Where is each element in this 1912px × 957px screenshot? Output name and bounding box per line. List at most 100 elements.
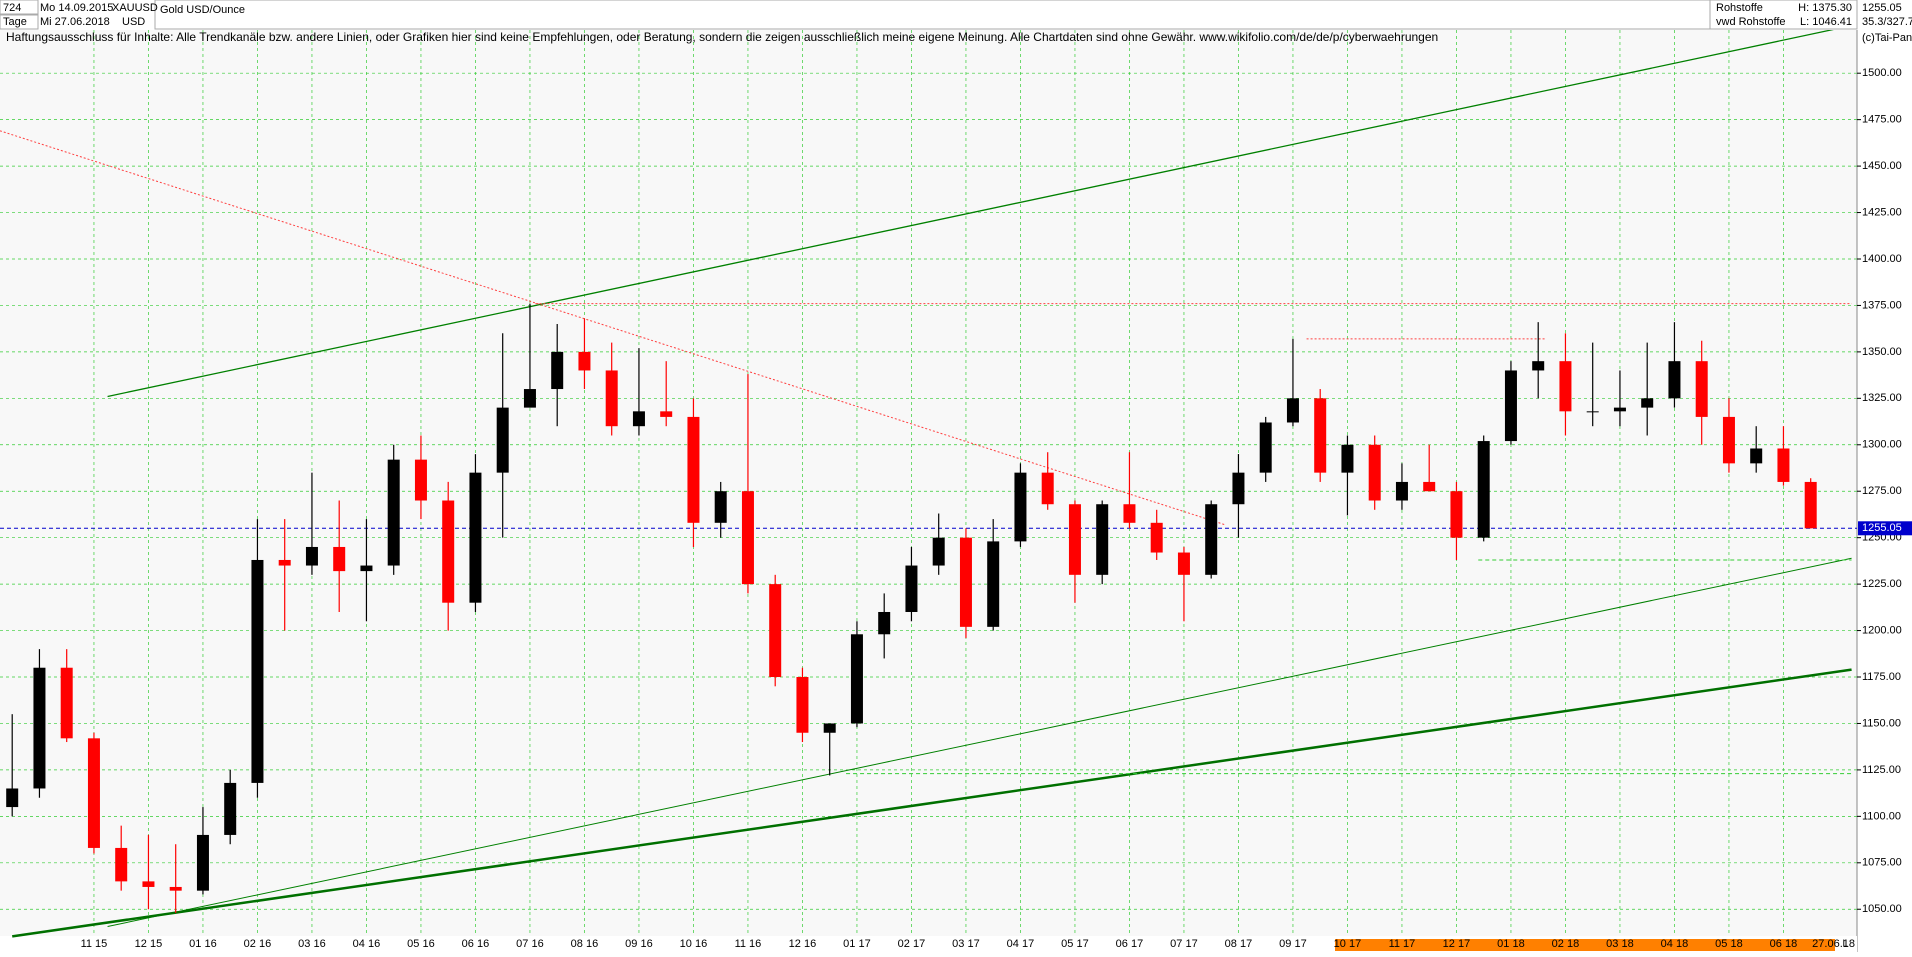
candle-body (632, 411, 645, 427)
candle-body (333, 546, 346, 572)
unit-box[interactable] (0, 14, 39, 30)
symbol: XAUUSD (112, 2, 158, 14)
candle-body (1668, 361, 1681, 399)
y-axis-area (1857, 0, 1912, 952)
y-tick-label: 1375.00 (1862, 299, 1902, 311)
trendlines (0, 26, 1857, 938)
y-tick-label: 1175.00 (1862, 671, 1901, 683)
candle-body (1205, 504, 1218, 575)
candle-body (1123, 504, 1136, 523)
x-tick-label: 09 17 (1279, 938, 1307, 950)
candle-body (878, 611, 891, 635)
candle-body (1286, 398, 1299, 423)
candle-body (251, 559, 264, 783)
candle-body (1477, 441, 1490, 538)
x-tick-label: 06 18 (1770, 938, 1798, 950)
period[interactable]: 724 (3, 2, 21, 14)
candle-body (1259, 422, 1272, 473)
x-tick-label: 10 16 (680, 938, 708, 950)
header: 724 Tage Mo 14.09.2015 Mi 27.06.2018 XAU… (0, 0, 1912, 44)
x-tick-label: 01 16 (189, 938, 217, 950)
group: Rohstoffe (1716, 2, 1763, 14)
candle-body (360, 565, 373, 572)
last-price-box (1858, 521, 1912, 536)
range-bar (1335, 939, 1835, 951)
high: H: 1375.30 (1798, 2, 1852, 14)
y-tick-label: 1275.00 (1862, 485, 1902, 497)
candle-body (687, 416, 700, 523)
x-tick-label: 04 18 (1661, 938, 1689, 950)
candle-body (142, 881, 155, 887)
candle-body (169, 886, 182, 891)
x-tick-label: 12 15 (135, 938, 163, 950)
candle-body (1804, 481, 1817, 529)
candle-body (741, 491, 754, 585)
x-tick-label: 12 17 (1443, 938, 1471, 950)
disclaimer: Haftungsausschluss für Inhalte: Alle Tre… (6, 30, 1438, 44)
x-tick-label: 10 17 (1334, 938, 1362, 950)
x-tick-label: 04 17 (1007, 938, 1035, 950)
x-tick-label: 06 16 (462, 938, 490, 950)
period-box[interactable] (0, 0, 39, 15)
currency: USD (122, 16, 145, 28)
candle-body (414, 459, 427, 501)
trendline (0, 130, 1225, 526)
candle-body (1041, 472, 1054, 505)
y-tick-label: 1050.00 (1862, 903, 1902, 915)
x-tick-label: 08 16 (571, 938, 599, 950)
candle-body (1504, 370, 1517, 442)
candle-body (1150, 522, 1163, 553)
candle-body (1395, 481, 1408, 501)
candle-body (6, 788, 19, 808)
x-tick-label: 08 17 (1225, 938, 1253, 950)
candle-body (442, 500, 455, 603)
candle-body (959, 537, 972, 627)
x-tick-label: 04 16 (353, 938, 381, 950)
candle-body (1423, 481, 1436, 492)
scale-mode[interactable]: L (1842, 939, 1848, 950)
y-tick-label: 1125.00 (1862, 764, 1901, 776)
x-tick-label: 01 18 (1497, 938, 1525, 950)
candle-body (987, 541, 1000, 627)
y-tick-label: 1475.00 (1862, 114, 1902, 126)
y-tick-label: 1350.00 (1862, 346, 1902, 358)
x-tick-label: 11 17 (1389, 938, 1416, 950)
candle-body (1695, 361, 1708, 417)
x-tick-label: 03 17 (952, 938, 980, 950)
last-price-header: 1255.05 (1862, 2, 1902, 14)
y-tick-label: 1425.00 (1862, 206, 1902, 218)
candles (6, 303, 1817, 913)
candle-body (1314, 398, 1327, 473)
range: 35.3/327.7 (1862, 16, 1912, 28)
start-date: Mo 14.09.2015 (40, 2, 113, 14)
end-date-label: 27.06.18 (1812, 938, 1855, 950)
info-box (1709, 0, 1858, 30)
plot-area (0, 0, 1857, 936)
x-tick-label: 11 16 (735, 938, 762, 950)
candle-body (769, 584, 782, 678)
unit[interactable]: Tage (3, 16, 27, 28)
x-tick-label: 05 18 (1715, 938, 1743, 950)
candle-body (33, 667, 46, 789)
x-tick-label: 07 16 (516, 938, 544, 950)
index: vwd Rohstoffe (1716, 16, 1786, 28)
trendline (107, 557, 1852, 928)
candle-body (1722, 416, 1735, 464)
candle-body (932, 537, 945, 566)
candle-body (1613, 407, 1626, 412)
x-tick-label: 12 16 (789, 938, 817, 950)
candle-body (1532, 361, 1545, 371)
candle-body (469, 472, 482, 603)
candle-body (115, 847, 128, 882)
candle-body (1368, 444, 1381, 501)
candle-body (796, 677, 809, 733)
instrument-name: Gold USD/Ounce (160, 4, 245, 16)
last-price-label: 1255.05 (1862, 522, 1902, 534)
x-tick-label: 05 16 (407, 938, 435, 950)
candle-body (1750, 448, 1763, 464)
candle-body (1232, 472, 1245, 505)
candle-body (1096, 504, 1109, 575)
x-tick-label: 01 17 (843, 938, 871, 950)
candle-body (551, 351, 564, 390)
y-tick-label: 1500.00 (1862, 67, 1902, 79)
